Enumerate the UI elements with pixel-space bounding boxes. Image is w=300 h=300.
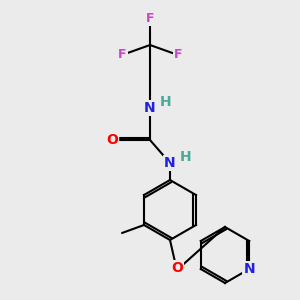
Text: O: O <box>171 261 183 275</box>
Text: O: O <box>106 133 118 147</box>
Text: H: H <box>180 150 192 164</box>
Text: N: N <box>243 262 255 276</box>
Text: F: F <box>118 49 126 62</box>
Text: H: H <box>160 95 172 109</box>
Text: N: N <box>164 156 176 170</box>
Text: F: F <box>174 49 182 62</box>
Text: F: F <box>146 11 154 25</box>
Text: N: N <box>144 101 156 115</box>
